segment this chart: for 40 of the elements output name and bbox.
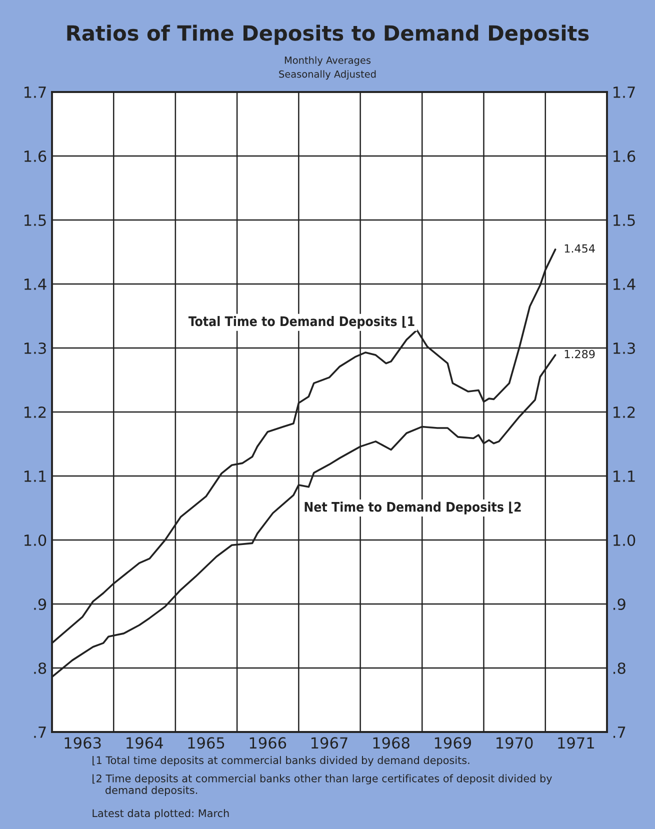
y2-tick-label: 1.4	[614, 278, 636, 290]
y-tick-label: .8	[34, 662, 46, 674]
x-tick-label: 1963	[64, 737, 101, 749]
y2-tick-label: 1.1	[614, 470, 635, 482]
x-tick-label: 1968	[373, 737, 410, 749]
y-tick-label: 1.1	[24, 470, 46, 482]
text: ⌊2 Time deposits at commercial banks other than large certificates of deposit divided by demand deposits.	[92, 774, 552, 796]
text: ⌊1 Total time deposits at commercial banks divided by demand deposits.	[92, 756, 470, 766]
y-tick-label: 1.5	[24, 214, 46, 226]
data-label: 1.454	[564, 244, 595, 253]
x-tick-label: 1966	[250, 737, 286, 749]
y2-tick-label: 1.0	[614, 534, 636, 546]
y-tick-label: 1.6	[24, 150, 46, 162]
y2-tick-label: 1.7	[614, 86, 635, 98]
y2-tick-label: 1.3	[614, 342, 635, 354]
y2-tick-label: .9	[613, 598, 626, 610]
chart-title: Ratios of Time Deposits to Demand Deposits	[67, 24, 589, 45]
text: Latest data plotted: March	[92, 809, 229, 820]
x-tick-label: 1971	[558, 737, 594, 749]
y2-tick-label: 1.2	[614, 406, 635, 418]
x-tick-label: 1965	[188, 737, 224, 749]
y-tick-label: 1.2	[24, 406, 46, 418]
y-tick-label: 1.3	[24, 342, 46, 354]
x-tick-label: 1969	[434, 737, 472, 749]
y2-tick-label: .7	[613, 726, 626, 738]
chart-subtitle: Monthly Averages Seasonally Adjusted	[279, 56, 376, 80]
data-label: 1.289	[564, 350, 595, 358]
x-tick-label: 1967	[311, 737, 348, 749]
x-tick-label: 1970	[496, 737, 533, 749]
y2-tick-label: 1.5	[614, 214, 635, 226]
y-tick-label: .7	[34, 726, 46, 738]
y-tick-label: .9	[34, 598, 46, 610]
series-label: Net Time to Demand Deposits ⌊2	[304, 502, 521, 514]
y-tick-label: 1.4	[24, 278, 46, 290]
series-label: Total Time to Demand Deposits ⌊1	[188, 316, 414, 329]
y2-tick-label: .8	[613, 662, 626, 674]
y-tick-label: 1.0	[24, 534, 46, 546]
x-tick-label: 1964	[126, 737, 163, 749]
y2-tick-label: 1.6	[614, 150, 636, 162]
y-tick-label: 1.7	[24, 86, 46, 98]
